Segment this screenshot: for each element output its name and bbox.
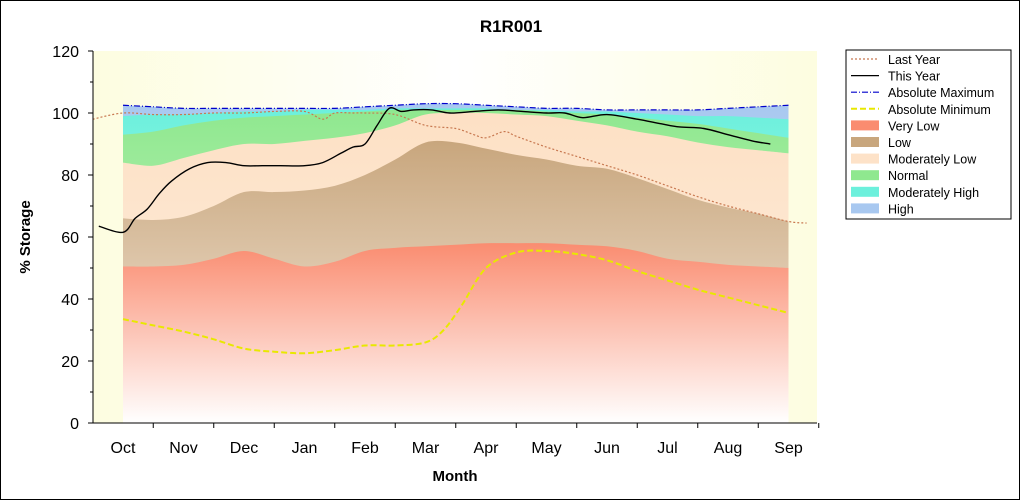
y-axis-label: % Storage (17, 200, 34, 273)
legend-label-this-year: This Year (888, 70, 940, 84)
legend-swatch-moderately-low (851, 153, 879, 164)
x-tick-label-may: May (531, 440, 561, 457)
series-last-year (93, 110, 807, 224)
series-absolute-maximum (122, 102, 789, 111)
x-tick-label-jun: Jun (594, 440, 620, 457)
chart-title: R1R001 (480, 17, 542, 36)
legend-label-moderately-high: Moderately High (888, 186, 979, 200)
legend-swatch-low (851, 137, 879, 147)
y-tick-label: 20 (61, 354, 79, 371)
legend-swatch-very-low (851, 120, 879, 131)
legend-label-absolute-minimum: Absolute Minimum (888, 103, 991, 117)
legend-label-moderately-low: Moderately Low (888, 153, 977, 167)
y-tick-label: 60 (61, 230, 79, 247)
legend-label-normal: Normal (888, 169, 928, 183)
x-tick-label-sep: Sep (774, 440, 803, 457)
x-axis-label: Month (433, 468, 478, 485)
series-this-year (98, 107, 771, 234)
legend-label-absolute-maximum: Absolute Maximum (888, 86, 994, 100)
legend-label-high: High (888, 202, 914, 216)
legend-label-last-year: Last Year (888, 53, 940, 67)
storage-bands (123, 103, 789, 423)
series-lines (93, 102, 807, 355)
y-tick-label: 80 (61, 168, 79, 185)
x-tick-label-feb: Feb (351, 440, 379, 457)
y-tick-label: 0 (70, 416, 79, 433)
legend-label-low: Low (888, 136, 912, 150)
x-tick-label-dec: Dec (230, 440, 258, 457)
series-absolute-minimum (122, 249, 789, 355)
x-tick-label-apr: Apr (474, 440, 500, 457)
y-tick-label: 120 (52, 44, 79, 61)
y-tick-label: 40 (61, 292, 79, 309)
legend-swatch-normal (851, 170, 879, 181)
x-tick-label-mar: Mar (412, 440, 440, 457)
legend: Last Year This Year Absolute Maximum Absolu… (845, 49, 1012, 220)
x-tick-label-jul: Jul (657, 440, 677, 457)
band-very-low (123, 243, 789, 423)
legend-swatch-moderately-high (851, 186, 879, 197)
x-tick-label-oct: Oct (111, 440, 136, 457)
x-tick-label-aug: Aug (714, 440, 742, 457)
legend-swatch-high (851, 203, 879, 214)
y-tick-label: 100 (52, 106, 79, 123)
x-tick-label-jan: Jan (292, 440, 318, 457)
x-tick-label-nov: Nov (169, 440, 197, 457)
legend-label-very-low: Very Low (888, 119, 940, 133)
axes: 0 20 40 60 80 100 120 Oct Nov Dec Jan Feb Mar Apr May J… (52, 44, 820, 457)
